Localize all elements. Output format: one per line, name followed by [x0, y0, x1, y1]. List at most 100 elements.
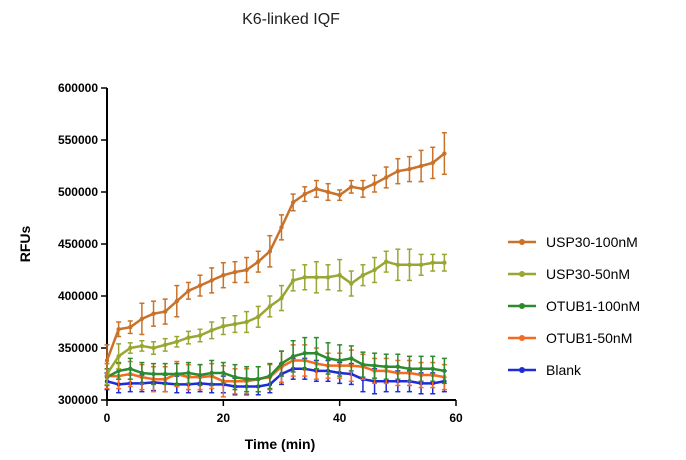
data-point: [430, 260, 435, 265]
data-point: [128, 366, 133, 371]
data-point: [151, 311, 156, 316]
legend-item: OTUB1-50nM: [508, 330, 632, 346]
legend-label: OTUB1-100nM: [546, 298, 640, 314]
data-point: [407, 262, 412, 267]
data-point: [384, 259, 389, 264]
data-point: [290, 200, 296, 205]
data-point: [407, 366, 412, 371]
data-point: [197, 283, 203, 288]
data-point: [337, 273, 342, 278]
data-point: [302, 351, 307, 356]
data-point: [151, 371, 156, 377]
data-point: [267, 373, 273, 379]
data-point: [290, 278, 296, 283]
data-point: [279, 295, 284, 301]
axes: 300000 350000 400000 450000 500000 550000 6000…: [58, 81, 463, 425]
legend: USP30-100nM USP30-50nM OTUB1-100nM OTUB1-50…: [508, 234, 640, 378]
data-point: [337, 358, 342, 363]
y-tick-label: 500000: [58, 185, 98, 199]
data-point: [186, 288, 191, 293]
series-line: [105, 152, 446, 361]
data-point: [174, 371, 179, 377]
plot-area: [104, 131, 447, 398]
y-tick-label: 600000: [58, 81, 98, 95]
legend-label: USP30-50nM: [546, 266, 630, 282]
data-point: [337, 192, 342, 198]
y-tick-label: 550000: [58, 133, 98, 147]
y-tick-label: 450000: [58, 237, 98, 251]
y-tick-label: 300000: [58, 393, 98, 407]
data-point: [232, 374, 238, 380]
legend-swatch-marker: [519, 367, 525, 373]
data-point: [372, 267, 377, 273]
legend-label: OTUB1-50nM: [546, 330, 632, 346]
data-point: [407, 166, 412, 172]
data-point: [221, 323, 226, 329]
data-point: [384, 364, 389, 369]
data-point: [162, 371, 168, 377]
data-point: [139, 370, 145, 376]
data-point: [360, 273, 366, 278]
data-point: [395, 262, 401, 267]
data-point: [360, 186, 366, 192]
legend-swatch-marker: [519, 335, 525, 341]
data-point: [209, 328, 214, 333]
data-point: [232, 321, 238, 327]
data-point: [197, 333, 203, 338]
data-point: [430, 366, 435, 371]
data-point: [267, 304, 273, 309]
data-point: [256, 377, 261, 382]
data-point: [209, 370, 214, 376]
data-point: [314, 351, 319, 356]
data-point: [290, 354, 296, 359]
series-line: [106, 351, 445, 381]
y-tick-label: 400000: [58, 289, 98, 303]
data-point: [116, 327, 121, 332]
legend-item: USP30-50nM: [508, 266, 630, 282]
data-point: [256, 259, 261, 264]
x-tick-label: 20: [217, 411, 231, 425]
data-point: [267, 249, 273, 254]
data-point: [256, 314, 261, 319]
data-point: [314, 275, 319, 280]
x-axis-label: Time (min): [245, 436, 316, 452]
data-point: [139, 343, 145, 349]
data-point: [325, 189, 331, 195]
y-tick-label: 350000: [58, 341, 98, 355]
data-point: [302, 275, 307, 280]
data-point: [279, 361, 284, 366]
data-point: [104, 358, 110, 363]
data-point: [372, 363, 377, 368]
series-USP30-100nM: [104, 131, 447, 377]
data-point: [325, 356, 331, 361]
legend-item: USP30-100nM: [508, 234, 638, 250]
data-point: [244, 319, 249, 325]
data-point: [395, 169, 401, 174]
data-point: [209, 278, 214, 283]
data-point: [128, 325, 133, 330]
data-point: [279, 225, 284, 230]
legend-swatch-marker: [519, 303, 525, 309]
data-point: [244, 267, 249, 273]
data-point: [418, 163, 424, 169]
data-point: [384, 175, 389, 180]
x-tick-label: 60: [449, 411, 463, 425]
data-point: [221, 370, 226, 376]
data-point: [186, 335, 191, 340]
data-point: [349, 356, 354, 361]
legend-swatch-marker: [519, 271, 525, 277]
data-point: [302, 191, 307, 197]
data-point: [349, 184, 354, 189]
legend-label: USP30-100nM: [546, 234, 638, 250]
data-point: [139, 316, 145, 322]
data-point: [442, 260, 447, 265]
data-point: [372, 181, 377, 186]
data-point: [174, 299, 179, 304]
data-point: [418, 366, 424, 371]
series-OTUB1-100nM: [104, 336, 447, 393]
legend-item: OTUB1-100nM: [508, 298, 640, 314]
data-point: [174, 339, 179, 344]
data-point: [418, 262, 424, 267]
data-point: [360, 362, 366, 367]
